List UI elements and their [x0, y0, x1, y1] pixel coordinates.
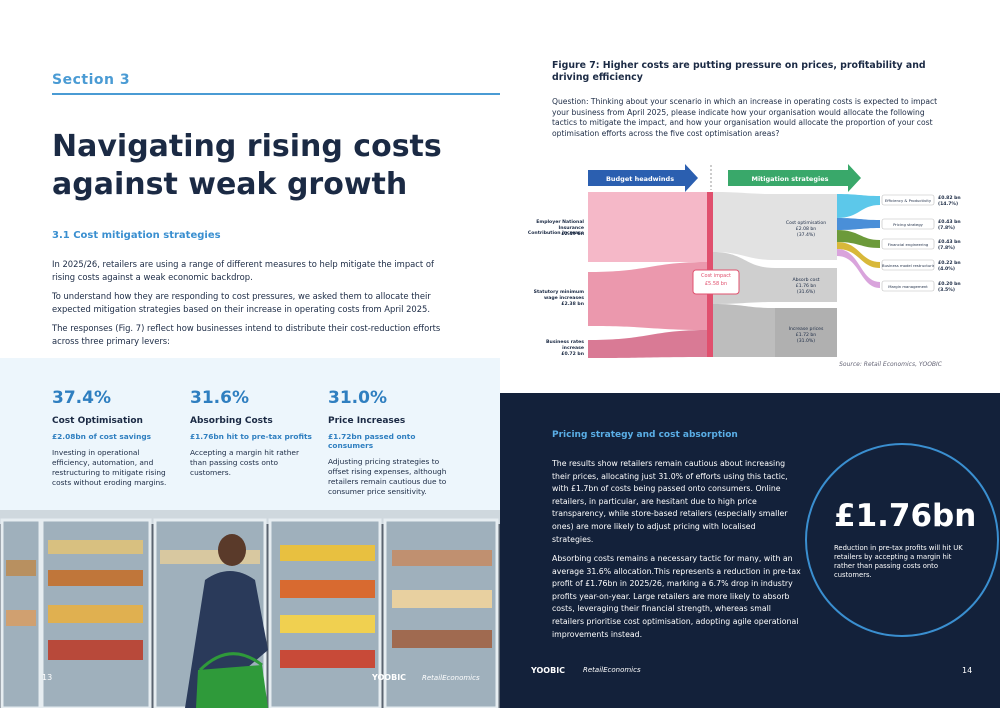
header-label: Mitigation strategies	[751, 175, 828, 183]
callout-figure: £1.76bn	[834, 498, 977, 534]
stat-figure: 31.0%	[328, 388, 387, 408]
area-share: (7.8%)	[938, 225, 955, 231]
flow	[713, 192, 775, 260]
area-label: Financial engineering	[887, 242, 929, 247]
callout-text: Reduction in pre-tax profits will hit UK…	[834, 544, 963, 579]
flow	[837, 249, 880, 288]
strategy-value: £2.08 bn	[795, 227, 817, 232]
source-value: £0.72 bn	[561, 352, 584, 357]
header-label: Budget headwinds	[606, 175, 674, 183]
paragraph: To understand how they are responding to…	[52, 291, 431, 314]
stat-detail: £2.08bn of cost savings	[52, 432, 152, 441]
logo: RetailEconomics	[422, 674, 480, 682]
source-label: Statutory minimum wage increases	[533, 290, 584, 301]
area-label: Pricing strategy	[893, 222, 923, 227]
stat-label: Price Increases	[328, 416, 406, 426]
figure-title: Figure 7: Higher costs are putting press…	[552, 60, 926, 83]
subheading: 3.1 Cost mitigation strategies	[52, 230, 221, 241]
stat-label: Cost Optimisation	[52, 416, 143, 426]
stat-figure: 37.4%	[52, 388, 111, 408]
panel-heading: Pricing strategy and cost absorption	[552, 430, 738, 440]
flow	[588, 262, 707, 330]
flow	[837, 218, 880, 230]
stat: 31.6% Absorbing Costs £1.76bn hit to pre…	[190, 388, 315, 478]
area-value: £0.43 bn	[938, 220, 961, 225]
flow	[588, 192, 707, 262]
source-value: £2.49 bn	[561, 232, 584, 237]
logo: YOOBIC	[371, 673, 406, 682]
area-label: Margin management	[888, 284, 928, 289]
header-arrow	[728, 164, 861, 192]
stat-text: Adjusting pricing strategies to offset r…	[328, 457, 447, 496]
source-value: £2.38 bn	[561, 302, 584, 307]
page-number: 13	[42, 673, 52, 682]
flow	[713, 304, 775, 357]
page-title: Navigating rising costs against weak gro…	[52, 128, 442, 204]
stat-text: Accepting a margin hit rather than passi…	[190, 448, 299, 477]
stat-label: Absorbing Costs	[190, 416, 273, 426]
page-number: 14	[962, 666, 973, 675]
area-share: (7.8%)	[938, 245, 955, 251]
stats-panel	[0, 358, 500, 510]
area-value: £0.43 bn	[938, 240, 961, 245]
sankey-diagram: Budget headwinds Mitigation strategies	[588, 164, 935, 358]
strategy-value: £1.76 bn	[795, 284, 817, 289]
node	[775, 268, 837, 302]
paragraph: The responses (Fig. 7) reflect how busin…	[52, 323, 441, 346]
center-value: £5.58 bn	[704, 281, 728, 287]
area-share: (14.7%)	[938, 201, 959, 207]
title-line: against weak growth	[52, 167, 408, 202]
source-note: Source: Retail Economics, YOOBIC	[839, 361, 942, 368]
area-value: £0.20 bn	[938, 282, 961, 287]
area-label: Efficiency & Productivity	[884, 198, 932, 203]
callout-ring	[805, 443, 999, 637]
flow	[837, 230, 880, 248]
strategy-share: (37.4%)	[796, 233, 816, 238]
header-arrow	[588, 164, 698, 192]
center-node	[692, 269, 740, 295]
flow	[837, 194, 880, 218]
area-share: (3.5%)	[938, 287, 955, 293]
stat-figure: 31.6%	[190, 388, 249, 408]
node	[775, 308, 837, 357]
paragraph: The results show retailers remain cautio…	[552, 459, 788, 544]
paragraph: In 2025/26, retailers are using a range …	[52, 259, 434, 282]
area-value: £0.82 bn	[938, 196, 961, 201]
source-label: Employer National Insurance Contribution…	[527, 220, 584, 237]
area-label: Business model restructuring	[882, 263, 934, 268]
paragraph: Absorbing costs remains a necessary tact…	[552, 554, 801, 639]
photo: 13 YOOBIC RetailEconomics	[0, 510, 500, 708]
strategy-value: £1.72 bn	[795, 333, 817, 338]
center-label: Cost impact	[701, 273, 731, 279]
strategy-label: Cost optimisation	[785, 221, 827, 226]
area-share: (4.0%)	[938, 266, 955, 272]
source-label: Business rates increase	[546, 340, 584, 351]
logo: RetailEconomics	[583, 666, 641, 674]
stat: 31.0% Price Increases £1.72bn passed ont…	[328, 388, 453, 497]
strategy-label: Absorb cost	[792, 278, 820, 283]
section-rule	[52, 93, 500, 95]
strategy-share: (31.0%)	[796, 339, 816, 344]
title-line: Navigating rising costs	[52, 129, 442, 164]
flow	[588, 330, 707, 358]
stat-detail: £1.76bn hit to pre-tax profits	[190, 432, 312, 441]
flow	[837, 242, 880, 268]
logo: YOOBIC	[531, 666, 566, 675]
strategy-label: Increase prices	[788, 327, 824, 332]
stat-detail: £1.72bn passed onto consumers	[328, 432, 416, 450]
strategy-share: (31.6%)	[796, 290, 816, 295]
node	[775, 194, 837, 260]
section-label: Section 3	[52, 72, 131, 88]
figure-question: Question: Thinking about your scenario i…	[552, 97, 938, 138]
stat: 37.4% Cost Optimisation £2.08bn of cost …	[52, 388, 177, 488]
stat-text: Investing in operational efficiency, aut…	[52, 448, 167, 487]
area-value: £0.22 bn	[938, 261, 961, 266]
